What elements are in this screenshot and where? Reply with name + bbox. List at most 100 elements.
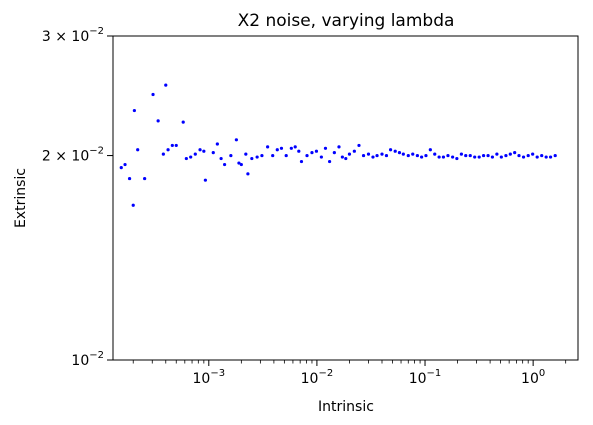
data-point-38 (284, 153, 288, 158)
data-point-8 (156, 119, 160, 123)
data-point-73 (437, 155, 441, 159)
data-point-51 (340, 155, 344, 159)
x-axis-ticks: 10−3 10−2 10−1 100 (132, 360, 567, 387)
data-point-93 (526, 153, 530, 158)
data-point-74 (441, 155, 446, 159)
data-point-88 (504, 153, 508, 158)
data-point-54 (352, 149, 356, 153)
data-point-1 (123, 162, 127, 167)
data-point-19 (202, 149, 206, 153)
data-point-50 (337, 145, 341, 149)
data-point-49 (332, 151, 336, 155)
data-point-40 (293, 145, 297, 149)
data-point-47 (323, 146, 328, 150)
x-tick-label-0: 10−3 (193, 368, 226, 387)
data-point-20 (203, 178, 207, 182)
data-point-18 (198, 148, 202, 152)
data-point-91 (517, 153, 521, 158)
data-point-92 (521, 155, 526, 159)
data-point-80 (468, 153, 472, 158)
data-point-62 (388, 148, 393, 152)
data-point-48 (327, 159, 332, 164)
data-point-3 (131, 203, 135, 207)
data-point-7 (151, 92, 155, 97)
data-point-72 (433, 152, 437, 156)
data-point-31 (250, 156, 254, 161)
data-point-68 (415, 153, 419, 158)
data-point-78 (459, 152, 463, 156)
data-point-63 (393, 149, 397, 153)
data-point-33 (260, 153, 264, 158)
data-point-84 (486, 153, 490, 158)
data-point-26 (234, 138, 238, 142)
data-point-81 (473, 155, 477, 159)
data-point-9 (161, 152, 165, 156)
data-points (119, 83, 557, 207)
data-point-75 (446, 153, 450, 158)
data-point-55 (357, 143, 361, 148)
data-point-5 (136, 148, 140, 152)
x-axis-label: Intrinsic (318, 399, 374, 415)
data-point-15 (184, 156, 188, 161)
data-point-58 (371, 155, 375, 159)
data-point-66 (406, 153, 410, 158)
data-point-87 (499, 155, 503, 159)
data-point-98 (548, 155, 553, 159)
y-axis-ticks: 10−2 2 × 10−2 3 × 10−2 (42, 26, 113, 369)
data-point-94 (531, 152, 535, 156)
data-point-99 (553, 153, 557, 158)
data-point-97 (544, 155, 548, 159)
data-point-45 (314, 149, 319, 153)
data-point-6 (143, 176, 147, 181)
y-tick-label-0: 10−2 (71, 350, 104, 369)
data-point-11 (166, 148, 170, 152)
y-tick-label-2: 3 × 10−2 (42, 26, 104, 45)
data-point-2 (127, 176, 132, 181)
data-point-57 (366, 152, 371, 156)
data-point-53 (347, 152, 352, 156)
data-point-32 (255, 155, 259, 159)
data-point-77 (455, 156, 459, 161)
x-tick-label-2: 10−1 (409, 368, 442, 387)
data-point-65 (401, 152, 405, 156)
data-point-27 (237, 161, 241, 165)
data-point-83 (481, 153, 486, 158)
data-point-41 (297, 149, 301, 153)
data-point-25 (229, 153, 233, 158)
data-point-36 (275, 148, 279, 152)
data-point-13 (174, 143, 178, 148)
data-point-0 (119, 166, 123, 170)
data-point-71 (428, 148, 432, 152)
x-tick-label-1: 10−2 (301, 368, 334, 387)
data-point-90 (513, 151, 517, 155)
data-point-28 (239, 162, 243, 167)
data-point-95 (535, 155, 539, 159)
data-point-12 (170, 143, 174, 148)
data-point-46 (319, 155, 323, 159)
data-point-24 (222, 162, 227, 167)
data-point-10 (164, 83, 168, 87)
data-point-35 (271, 153, 275, 158)
data-point-67 (411, 152, 415, 156)
y-tick-label-1: 2 × 10−2 (42, 146, 104, 165)
y-axis-label: Extrinsic (13, 168, 29, 228)
x-tick-label-3: 100 (521, 368, 545, 387)
data-point-64 (397, 151, 402, 155)
plot-frame (112, 35, 579, 361)
data-point-23 (219, 156, 223, 161)
data-point-85 (490, 155, 494, 159)
data-point-34 (266, 145, 270, 149)
chart-title: X2 noise, varying lambda (238, 11, 455, 31)
data-point-42 (299, 159, 304, 164)
data-point-21 (211, 151, 215, 155)
data-point-52 (344, 156, 348, 161)
data-point-30 (246, 172, 250, 176)
data-point-61 (384, 153, 389, 158)
data-point-4 (132, 108, 136, 113)
data-point-44 (310, 151, 314, 155)
data-point-43 (305, 153, 309, 158)
data-point-37 (279, 146, 284, 150)
data-point-89 (508, 152, 512, 156)
data-point-79 (464, 153, 468, 158)
